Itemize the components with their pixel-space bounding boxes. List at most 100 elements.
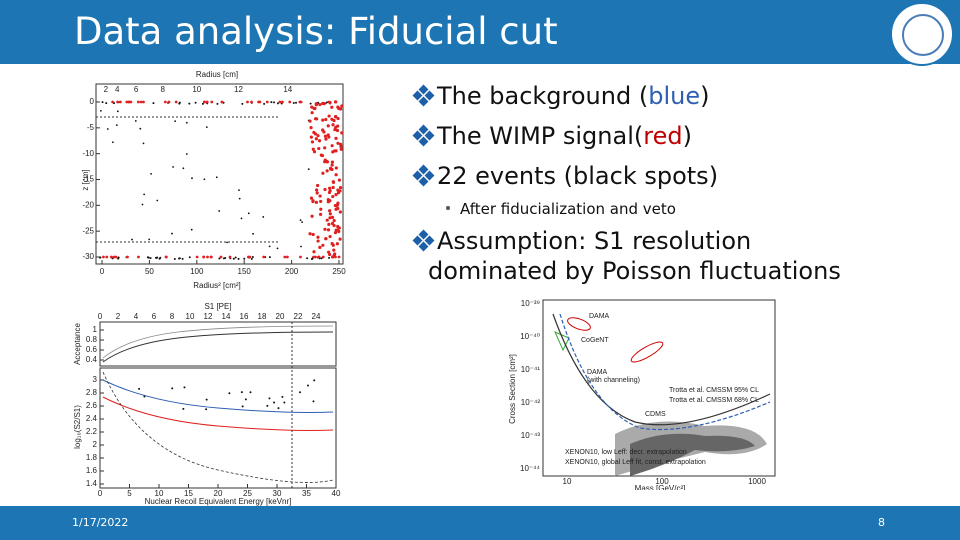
background-event bbox=[141, 203, 144, 206]
signal-event bbox=[202, 255, 206, 259]
top-tick-label: 24 bbox=[312, 312, 321, 321]
event bbox=[183, 386, 186, 389]
signal-event bbox=[318, 245, 322, 249]
signal-event bbox=[328, 216, 332, 220]
signal-event bbox=[334, 255, 337, 259]
signal-event bbox=[311, 147, 315, 151]
signal-event bbox=[126, 255, 129, 259]
background-event bbox=[205, 126, 208, 129]
signal-event bbox=[338, 186, 343, 190]
signal-event bbox=[330, 117, 334, 121]
footer-date: 1/17/2022 bbox=[72, 516, 129, 529]
background-event bbox=[238, 197, 241, 200]
top-tick-label: 6 bbox=[152, 312, 157, 321]
signal-event bbox=[336, 224, 340, 229]
signal-event bbox=[314, 102, 318, 106]
background-event bbox=[101, 101, 104, 104]
signal-event bbox=[321, 171, 325, 175]
background-event bbox=[306, 257, 309, 260]
signal-event bbox=[337, 178, 342, 182]
x-axis-label: Radius² [cm²] bbox=[193, 281, 241, 290]
y-tick-label: 1.4 bbox=[86, 479, 98, 488]
y-tick-label: 10⁻⁴³ bbox=[521, 431, 541, 440]
signal-event bbox=[265, 100, 269, 104]
y-tick-label: 0 bbox=[90, 97, 95, 106]
event bbox=[171, 387, 174, 390]
background-event bbox=[181, 257, 184, 260]
signal-event bbox=[334, 193, 338, 197]
signal-event bbox=[163, 100, 167, 104]
signal-event bbox=[332, 248, 336, 252]
signal-event bbox=[278, 100, 282, 104]
background-event bbox=[158, 257, 161, 260]
footer-bar bbox=[0, 506, 960, 540]
x-axis-label: Mass [GeV/c²] bbox=[635, 484, 686, 490]
plot-label: Trotta et al. CMSSM 95% CL bbox=[669, 387, 759, 394]
x-tick-label: 100 bbox=[655, 477, 669, 486]
background-event bbox=[273, 101, 276, 104]
background-event bbox=[268, 256, 271, 259]
background-event bbox=[174, 120, 177, 122]
bullet-text: The background ( bbox=[437, 82, 649, 110]
signal-event bbox=[308, 119, 312, 123]
background-event bbox=[276, 102, 279, 105]
background-event bbox=[226, 241, 228, 244]
background-event bbox=[325, 101, 328, 104]
signal-event bbox=[310, 214, 314, 218]
signal-event bbox=[334, 166, 338, 170]
signal-event bbox=[210, 100, 214, 104]
signal-event bbox=[311, 232, 315, 237]
signal-event bbox=[109, 255, 113, 259]
background-event bbox=[149, 257, 152, 260]
y-tick-label: 2.6 bbox=[86, 401, 98, 410]
top-tick-label: 12 bbox=[204, 312, 213, 321]
signal-event bbox=[325, 169, 329, 173]
signal-event bbox=[318, 194, 322, 198]
signal-event bbox=[174, 100, 178, 104]
signal-event bbox=[311, 199, 315, 204]
background-event bbox=[188, 256, 191, 259]
header-bar bbox=[0, 0, 960, 64]
signal-event bbox=[340, 131, 344, 135]
signal-event bbox=[262, 255, 266, 259]
signal-event bbox=[336, 124, 340, 128]
background-event bbox=[156, 199, 159, 202]
plot-label: Trotta et al. CMSSM 68% CL bbox=[669, 397, 759, 404]
background-event bbox=[178, 257, 181, 260]
y-tick-label: 2 bbox=[93, 440, 98, 449]
signal-event bbox=[331, 194, 335, 199]
signal-event bbox=[322, 102, 326, 106]
background-event bbox=[117, 257, 120, 260]
signal-event bbox=[328, 212, 332, 216]
signal-event bbox=[320, 153, 325, 158]
acc-tick-label: 0.8 bbox=[86, 335, 98, 344]
y-axis-label: Cross Section [cm²] bbox=[508, 354, 517, 424]
background-event bbox=[295, 101, 298, 104]
signal-event bbox=[336, 116, 340, 121]
x-tick-label: 25 bbox=[243, 489, 252, 498]
bullet-text: Assumption: S1 resolution bbox=[437, 227, 752, 255]
plot-frame bbox=[99, 321, 337, 367]
signal-event bbox=[318, 102, 322, 107]
signal-event bbox=[317, 146, 321, 151]
signal-event bbox=[332, 223, 336, 228]
signal-event bbox=[298, 100, 302, 104]
signal-event bbox=[339, 144, 343, 149]
event bbox=[306, 384, 309, 387]
y-tick-label: 1.6 bbox=[86, 466, 98, 475]
signal-event bbox=[137, 255, 140, 259]
cogent-region bbox=[554, 331, 570, 352]
top-tick-label: 14 bbox=[222, 312, 231, 321]
signal-event bbox=[328, 189, 332, 193]
signal-event bbox=[328, 234, 332, 239]
y-tick-label: -25 bbox=[82, 226, 94, 235]
signal-event bbox=[327, 222, 331, 226]
background-event bbox=[99, 109, 102, 112]
background-event bbox=[276, 247, 279, 250]
background-event bbox=[251, 256, 254, 259]
signal-event bbox=[332, 219, 336, 223]
signal-event bbox=[288, 100, 292, 104]
event bbox=[182, 407, 185, 410]
bullet-continuation: dominated by Poisson fluctuations bbox=[428, 257, 841, 285]
